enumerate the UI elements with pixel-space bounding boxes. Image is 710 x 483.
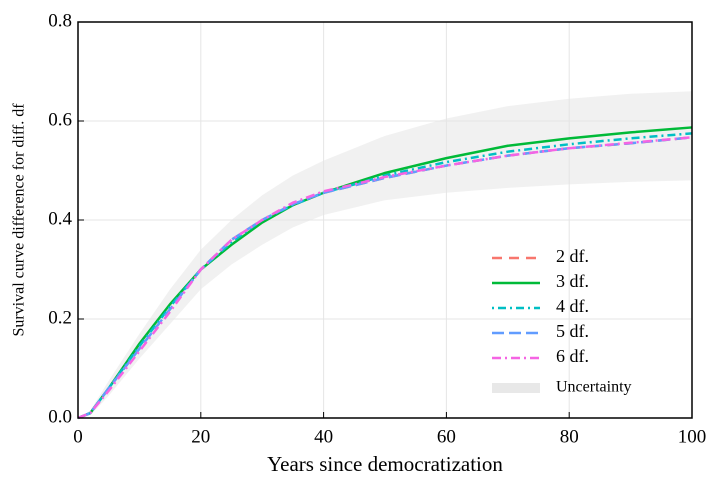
legend-label: 4 df.	[556, 296, 589, 316]
series-line	[77, 136, 693, 420]
y-axis-title: Survival curve difference for diff. df	[11, 103, 28, 337]
legend-label: 2 df.	[556, 246, 589, 266]
x-axis-title: Years since democratization	[267, 452, 503, 476]
series-line	[77, 136, 693, 420]
y-tick-label: 0.6	[48, 109, 72, 130]
legend-label: 3 df.	[556, 271, 589, 291]
legend-label: 5 df.	[556, 321, 589, 341]
uncertainty-band	[78, 91, 692, 419]
y-tick-label: 0.8	[48, 10, 72, 31]
x-tick-label: 60	[437, 426, 456, 447]
legend-label: Uncertainty	[556, 379, 632, 396]
x-tick-label: 20	[191, 426, 210, 447]
x-tick-label: 40	[314, 426, 333, 447]
legend-label: 6 df.	[556, 346, 589, 366]
y-tick-label: 0.2	[48, 307, 72, 328]
x-tick-label: 0	[73, 426, 83, 447]
x-tick-label: 80	[560, 426, 579, 447]
y-tick-label: 0.0	[48, 406, 72, 427]
y-tick-label: 0.4	[48, 208, 72, 229]
x-tick-label: 100	[678, 426, 707, 447]
plot-frame	[77, 21, 693, 419]
